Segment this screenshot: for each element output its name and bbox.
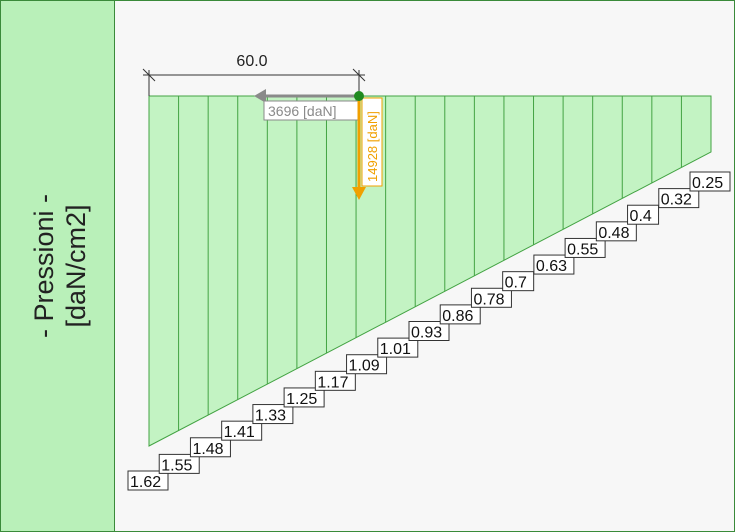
pressure-label: 1.09 — [346, 354, 388, 375]
horizontal-force-label: 3696 [daN] — [268, 103, 337, 119]
pressure-label-box — [377, 337, 419, 358]
pressure-label-text: 1.17 — [317, 374, 348, 391]
pressure-label: 1.62 — [127, 470, 169, 491]
pressure-label-box — [689, 171, 731, 192]
pressure-label-text: 0.63 — [536, 258, 567, 275]
pressure-label: 0.25 — [689, 171, 731, 192]
pressure-label: 0.55 — [564, 237, 606, 258]
pressure-label-box — [189, 437, 231, 458]
pressure-label-box — [221, 420, 263, 441]
pressure-label-text: 1.09 — [349, 358, 380, 375]
dimension-tick-right — [352, 68, 366, 82]
pressure-label: 0.93 — [408, 321, 450, 342]
pressure-label-box — [158, 453, 200, 474]
pressure-label: 1.55 — [158, 453, 200, 474]
pressure-label-text: 1.41 — [224, 424, 255, 441]
vertical-force-arrowhead — [352, 187, 366, 200]
horizontal-force: 3696 [daN] — [254, 89, 361, 121]
force-application-point — [354, 91, 364, 101]
pressure-label-text: 0.86 — [442, 308, 473, 325]
pressure-label-text: 0.32 — [661, 192, 692, 209]
pressure-label-text: 1.25 — [286, 391, 317, 408]
pressure-label-box — [252, 404, 294, 425]
sidebar-panel: - Pressioni - [daN/cm2] — [1, 1, 115, 531]
pressure-label: 0.7 — [502, 271, 535, 292]
dimension-label: 60.0 — [236, 53, 267, 70]
horizontal-force-arrowhead — [254, 89, 266, 103]
pressure-area — [148, 95, 712, 447]
pressure-label: 1.41 — [221, 420, 263, 441]
vertical-force: 14928 [daN] — [352, 91, 383, 200]
pressure-label: 0.63 — [533, 254, 575, 275]
pressure-label: 1.01 — [377, 337, 419, 358]
pressure-label-text: 0.4 — [630, 208, 652, 225]
pressure-label-box — [346, 354, 388, 375]
pressure-label: 0.78 — [470, 287, 512, 308]
pressure-label-box — [127, 470, 169, 491]
pressure-label-text: 1.55 — [161, 457, 192, 474]
pressure-label-box — [314, 370, 356, 391]
dimension-annotation: 60.0 — [142, 53, 366, 96]
pressure-label: 1.25 — [283, 387, 325, 408]
pressure-label-text: 1.48 — [192, 441, 223, 458]
pressure-label: 1.48 — [189, 437, 231, 458]
pressure-label-text: 1.33 — [255, 408, 286, 425]
pressure-dividers — [178, 96, 682, 431]
sidebar-title-line1: - Pressioni - — [29, 194, 59, 338]
pressure-label-text: 1.62 — [130, 474, 161, 491]
sidebar-title-line2: [daN/cm2] — [61, 204, 91, 327]
pressure-label-box — [595, 221, 637, 242]
vertical-force-label: 14928 [daN] — [365, 111, 380, 182]
sidebar-title: - Pressioni - [daN/cm2] — [29, 194, 91, 338]
pressure-label-box — [658, 188, 700, 209]
pressure-labels: 1.621.551.481.411.331.251.171.091.010.93… — [127, 171, 731, 491]
pressure-label-box — [502, 271, 535, 292]
pressure-label: 0.86 — [439, 304, 481, 325]
pressure-label-text: 0.48 — [598, 225, 629, 242]
pressure-label-text: 0.25 — [692, 175, 723, 192]
pressure-label-box — [533, 254, 575, 275]
pressure-label-text: 0.93 — [411, 325, 442, 342]
pressure-label-box — [627, 204, 660, 225]
pressure-label-box — [439, 304, 481, 325]
pressure-label-text: 0.78 — [473, 291, 504, 308]
pressure-label-text: 1.01 — [380, 341, 411, 358]
vertical-force-label-box — [361, 97, 383, 187]
pressure-label: 1.33 — [252, 404, 294, 425]
pressure-label-box — [470, 287, 512, 308]
dimension-tick-left — [142, 68, 156, 82]
pressure-label: 0.4 — [627, 204, 660, 225]
pressure-label-box — [408, 321, 450, 341]
pressure-label: 0.48 — [595, 221, 637, 242]
pressure-label-box — [283, 387, 325, 408]
pressure-label-text: 0.55 — [567, 241, 598, 258]
pressure-label: 1.17 — [314, 370, 356, 391]
pressure-label: 0.32 — [658, 188, 700, 209]
pressure-label-text: 0.7 — [505, 275, 527, 292]
pressure-label-box — [564, 237, 606, 258]
